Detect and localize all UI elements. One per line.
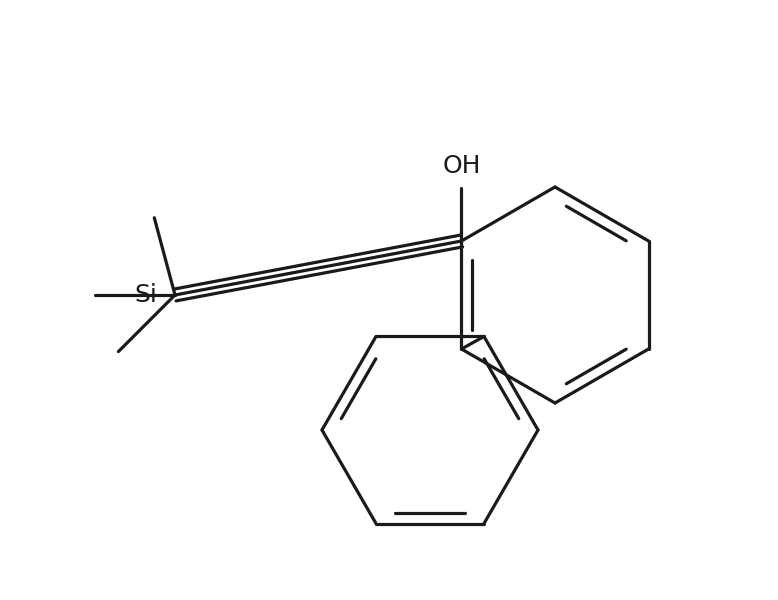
Text: Si: Si — [134, 283, 157, 307]
Text: OH: OH — [442, 154, 481, 178]
